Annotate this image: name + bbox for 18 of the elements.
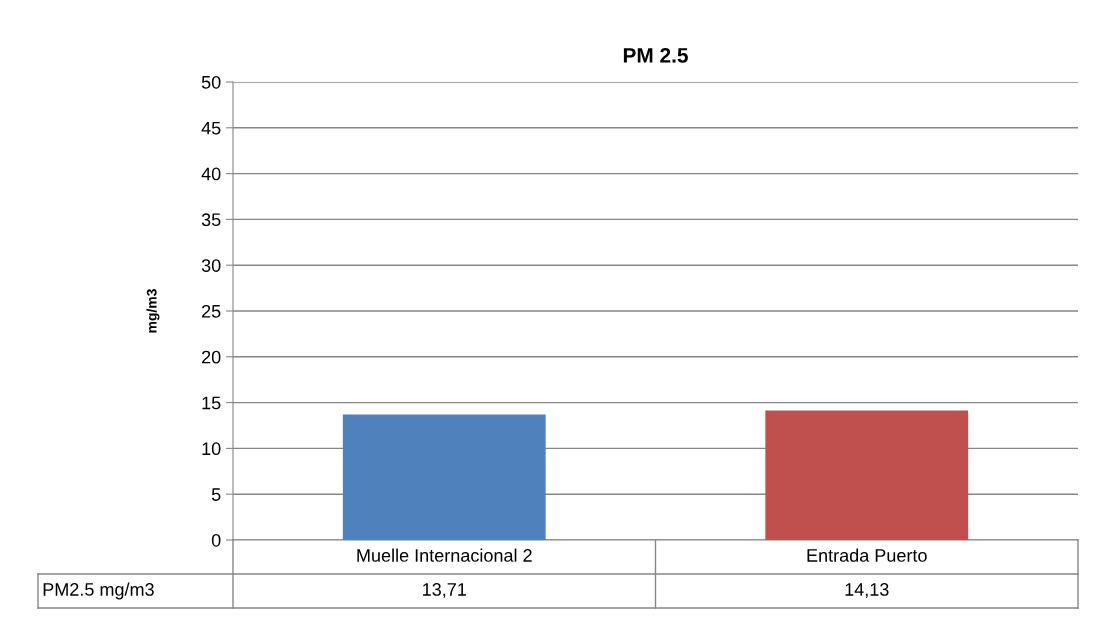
chart-title: PM 2.5 — [623, 48, 688, 63]
y-tick-label: 35 — [201, 213, 221, 227]
data-label: 14,13 — [845, 583, 889, 598]
y-tick-label: 10 — [202, 442, 221, 456]
y-tick-label: 40 — [201, 167, 221, 181]
y-tick-label: 30 — [201, 259, 221, 272]
y-tick-label: 15 — [202, 396, 221, 410]
y-tick-label: 50 — [201, 75, 221, 89]
y-tick-label: 5 — [211, 488, 221, 501]
y-tick-label: 20 — [202, 350, 221, 364]
y-tick-label: 0 — [211, 533, 221, 547]
x-tick-label: Entrada Puerto — [807, 548, 927, 562]
y-tick-label: 25 — [202, 304, 221, 318]
data-label: 13,71 — [423, 583, 466, 598]
text: PM2.5 mg/m3 — [43, 582, 154, 600]
x-tick-label: Muelle Internacional 2 — [357, 548, 532, 562]
y-axis-title: mg/m3 — [146, 289, 160, 333]
y-tick-label: 45 — [201, 121, 221, 135]
